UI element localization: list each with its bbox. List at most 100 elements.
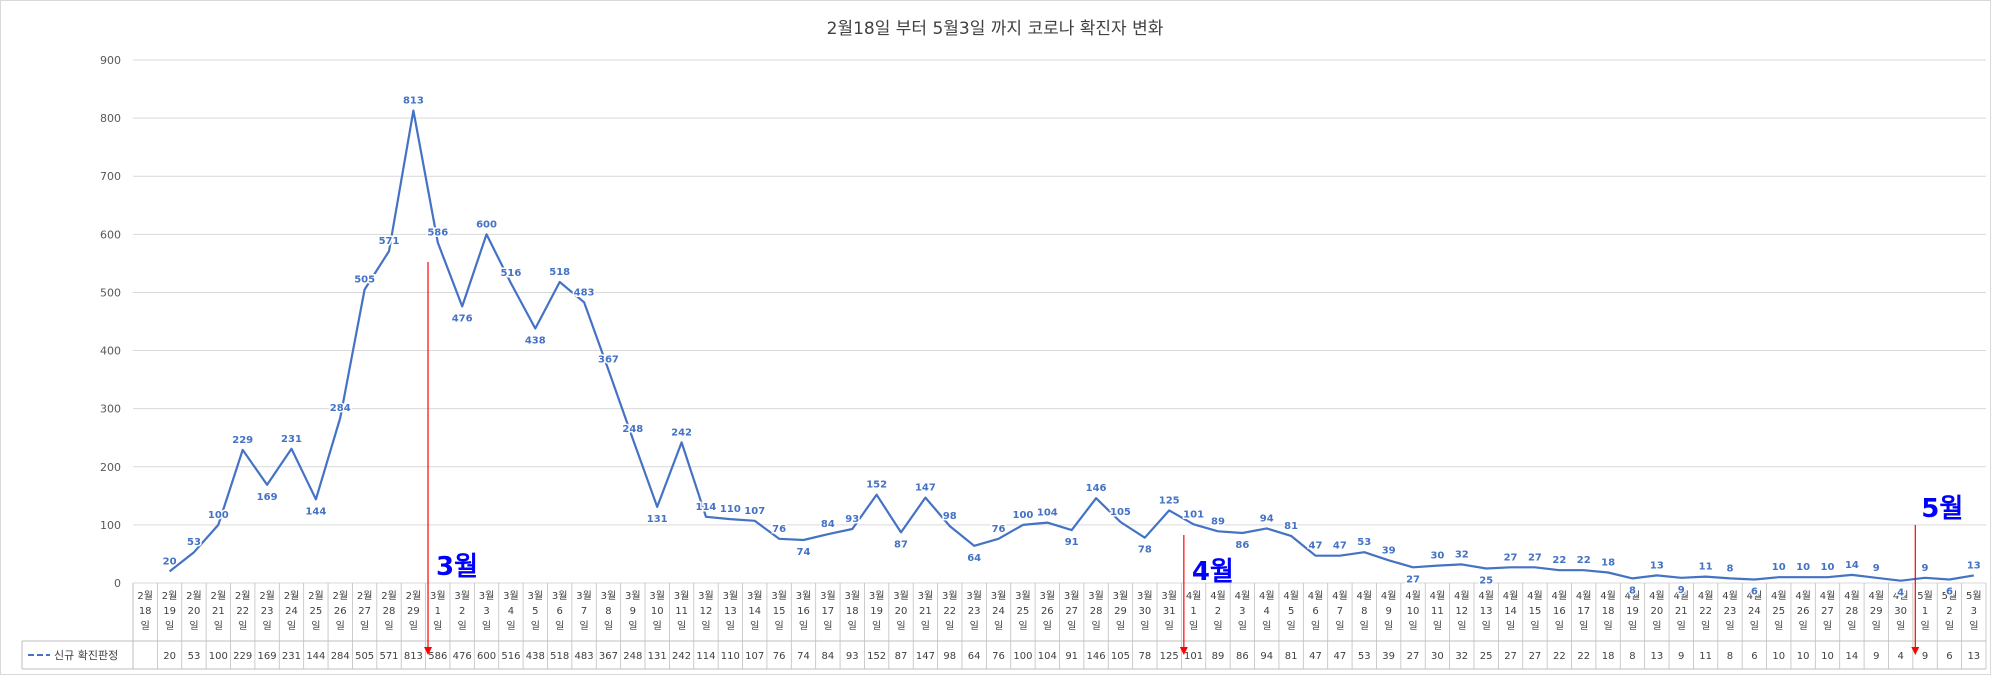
data-label: 100 bbox=[208, 510, 229, 521]
data-label: 152 bbox=[866, 480, 887, 491]
y-tick-label: 600 bbox=[100, 228, 121, 241]
annotations: 3월 4월 5월 bbox=[424, 262, 1963, 655]
y-tick-label: 0 bbox=[114, 577, 121, 590]
x-tick-label: 4월 16 일 bbox=[1552, 590, 1568, 632]
table-value: 13 bbox=[1967, 651, 1980, 662]
x-tick-label: 4월 7 일 bbox=[1332, 590, 1348, 632]
y-tick-label: 800 bbox=[100, 112, 121, 125]
table-value: 571 bbox=[379, 651, 398, 662]
data-label: 8 bbox=[1727, 563, 1734, 574]
x-tick-label: 4월 30 일 bbox=[1893, 590, 1909, 632]
table-value: 4 bbox=[1897, 651, 1903, 662]
month-arrow-head bbox=[1911, 647, 1920, 655]
chart-title: 2월18일 부터 5월3일 까지 코로나 확진자 변화 bbox=[827, 19, 1164, 39]
x-tick-label: 4월 10 일 bbox=[1405, 590, 1421, 632]
table-value: 84 bbox=[822, 651, 835, 662]
data-label: 27 bbox=[1504, 552, 1518, 563]
table-value: 11 bbox=[1699, 651, 1712, 662]
x-tick-label: 4월 27 일 bbox=[1820, 590, 1836, 632]
x-tick-label: 3월 8 일 bbox=[601, 590, 617, 632]
x-tick-label: 2월 28 일 bbox=[381, 590, 397, 632]
table-value: 284 bbox=[331, 651, 350, 662]
data-label: 9 bbox=[1678, 585, 1685, 596]
data-label: 144 bbox=[305, 506, 326, 517]
x-tick-label: 3월 19 일 bbox=[869, 590, 885, 632]
x-tick-label: 3월 6 일 bbox=[552, 590, 568, 632]
x-tick-label: 5월 1 일 bbox=[1917, 590, 1933, 632]
data-label: 476 bbox=[452, 313, 473, 324]
data-table: 신규 확진판정 2월 18 일 2월 19 일 20 2월 20 일 53 2월 21 일 100 2월 22 일 2… bbox=[21, 583, 1987, 670]
table-value: 8 bbox=[1629, 651, 1635, 662]
table-value: 10 bbox=[1821, 651, 1834, 662]
table-value: 22 bbox=[1577, 651, 1590, 662]
data-label: 6 bbox=[1751, 587, 1758, 598]
x-tick-label: 2월 24 일 bbox=[284, 590, 300, 632]
data-label: 518 bbox=[549, 267, 570, 278]
data-label: 13 bbox=[1967, 560, 1981, 571]
table-value: 39 bbox=[1382, 651, 1395, 662]
data-label: 11 bbox=[1699, 562, 1713, 573]
data-label: 284 bbox=[330, 403, 351, 414]
data-label: 571 bbox=[379, 236, 400, 247]
table-value: 813 bbox=[404, 651, 423, 662]
table-value: 242 bbox=[672, 651, 691, 662]
data-label: 25 bbox=[1479, 575, 1493, 586]
data-label: 27 bbox=[1406, 574, 1420, 585]
x-tick-label: 3월 1 일 bbox=[430, 590, 446, 632]
table-value: 600 bbox=[477, 651, 496, 662]
data-label: 9 bbox=[1922, 563, 1929, 574]
table-value: 100 bbox=[1013, 651, 1032, 662]
data-label: 110 bbox=[720, 504, 741, 515]
table-value: 101 bbox=[1184, 651, 1203, 662]
data-label: 505 bbox=[354, 275, 375, 286]
grid bbox=[133, 59, 1986, 584]
table-value: 6 bbox=[1946, 651, 1952, 662]
x-tick-label: 4월 22 일 bbox=[1698, 590, 1714, 632]
table-value: 94 bbox=[1260, 651, 1273, 662]
x-tick-label: 4월 13 일 bbox=[1478, 590, 1494, 632]
table-value: 248 bbox=[623, 651, 642, 662]
data-label: 131 bbox=[647, 514, 668, 525]
x-tick-label: 2월 23 일 bbox=[259, 590, 275, 632]
data-label: 98 bbox=[943, 511, 957, 522]
data-label: 231 bbox=[281, 434, 302, 445]
data-label: 22 bbox=[1577, 555, 1591, 566]
x-tick-label: 3월 23 일 bbox=[966, 590, 982, 632]
x-tick-label: 4월 12 일 bbox=[1454, 590, 1470, 632]
x-tick-label: 4월 23 일 bbox=[1722, 590, 1738, 632]
data-label: 367 bbox=[598, 355, 619, 366]
data-label: 4 bbox=[1897, 588, 1904, 599]
x-tick-label: 2월 22 일 bbox=[235, 590, 251, 632]
data-label: 600 bbox=[476, 219, 497, 230]
data-label: 101 bbox=[1183, 509, 1204, 520]
x-tick-label: 3월 24 일 bbox=[991, 590, 1007, 632]
table-value: 86 bbox=[1236, 651, 1249, 662]
data-label: 147 bbox=[915, 483, 936, 494]
table-value: 483 bbox=[575, 651, 594, 662]
table-value: 18 bbox=[1602, 651, 1615, 662]
data-label: 248 bbox=[622, 424, 643, 435]
x-tick-label: 4월 29 일 bbox=[1869, 590, 1885, 632]
x-tick-label: 3월 30 일 bbox=[1137, 590, 1153, 632]
x-tick-label: 2월 21 일 bbox=[211, 590, 227, 632]
x-tick-label: 3월 14 일 bbox=[747, 590, 763, 632]
data-label: 14 bbox=[1845, 560, 1859, 571]
data-label: 516 bbox=[500, 268, 521, 279]
x-tick-label: 4월 2 일 bbox=[1210, 590, 1226, 632]
table-value: 30 bbox=[1431, 651, 1444, 662]
x-tick-label: 3월 10 일 bbox=[649, 590, 665, 632]
x-tick-label: 3월 29 일 bbox=[1113, 590, 1129, 632]
table-value: 32 bbox=[1455, 651, 1468, 662]
x-tick-label: 3월 15 일 bbox=[771, 590, 787, 632]
data-label: 74 bbox=[797, 547, 811, 558]
table-value: 367 bbox=[599, 651, 618, 662]
data-label: 229 bbox=[232, 435, 253, 446]
table-value: 229 bbox=[233, 651, 252, 662]
table-value: 152 bbox=[867, 651, 886, 662]
table-value: 144 bbox=[306, 651, 325, 662]
table-value: 125 bbox=[1160, 651, 1179, 662]
table-value: 27 bbox=[1504, 651, 1517, 662]
x-tick-label: 2월 27 일 bbox=[357, 590, 373, 632]
table-value: 91 bbox=[1065, 651, 1078, 662]
data-label: 125 bbox=[1159, 495, 1180, 506]
